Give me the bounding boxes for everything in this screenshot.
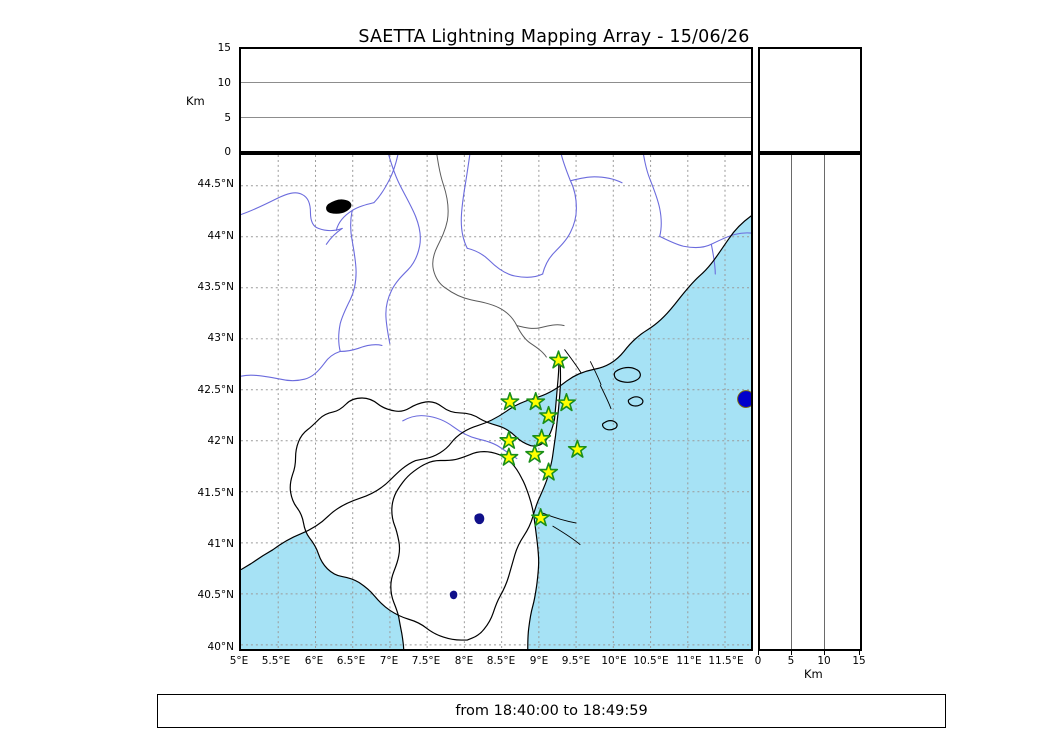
right-panel-tickmark-10 bbox=[824, 651, 825, 655]
page-title-text: SAETTA Lightning Mapping Array - 15/06/2… bbox=[358, 27, 750, 47]
top-panel-gridline-10 bbox=[241, 82, 751, 83]
map-xtick-6.5E: 6.5°E bbox=[336, 655, 366, 667]
top-panel-ytick-0: 0 bbox=[224, 146, 231, 158]
station-marker bbox=[499, 447, 519, 466]
right-panel-tickmark-15 bbox=[859, 651, 860, 655]
top-panel-ytick-5: 5 bbox=[224, 112, 231, 124]
station-marker bbox=[532, 428, 552, 447]
top-panel-ytick-15: 15 bbox=[217, 42, 231, 54]
map-ytick-40N: 40°N bbox=[207, 641, 234, 653]
lightning-map-panel[interactable] bbox=[239, 153, 753, 651]
station-marker bbox=[525, 444, 545, 463]
map-xtick-10E: 10°E bbox=[601, 655, 627, 667]
map-xtick-7E: 7°E bbox=[379, 655, 399, 667]
map-ytick-41N: 41°N bbox=[207, 538, 234, 550]
altitude-histogram-corner-panel bbox=[758, 47, 862, 153]
station-marker bbox=[500, 391, 520, 411]
rivers bbox=[241, 155, 751, 460]
right-panel-xtick-0: 0 bbox=[754, 655, 762, 667]
lakes bbox=[449, 513, 485, 600]
right-panel-tickmark-0 bbox=[758, 651, 759, 655]
time-range-caption-box: from 18:40:00 to 18:49:59 bbox=[157, 694, 946, 728]
map-xtick-8.5E: 8.5°E bbox=[486, 655, 516, 667]
vhf-source-markers bbox=[737, 390, 751, 408]
map-xtick-8E: 8°E bbox=[454, 655, 474, 667]
station-marker bbox=[567, 439, 587, 458]
station-marker bbox=[539, 405, 559, 425]
top-panel-ytick-10: 10 bbox=[217, 77, 231, 89]
top-panel-gridline-5 bbox=[241, 117, 751, 118]
page-title: SAETTA Lightning Mapping Array - 15/06/2… bbox=[0, 27, 1050, 47]
map-xtick-5.5E: 5.5°E bbox=[261, 655, 291, 667]
right-panel-gridline-5 bbox=[791, 155, 792, 649]
source-marker bbox=[737, 390, 751, 408]
station-marker bbox=[539, 462, 559, 481]
station-marker bbox=[548, 350, 569, 369]
station-marker bbox=[531, 508, 551, 527]
map-ytick-44N: 44°N bbox=[207, 230, 234, 242]
right-panel-gridline-10 bbox=[824, 155, 825, 649]
map-xtick-9E: 9°E bbox=[529, 655, 549, 667]
altitude-vs-longitude-panel bbox=[239, 47, 753, 153]
right-panel-axis-label-km: Km bbox=[804, 667, 823, 681]
time-range-caption-text: from 18:40:00 to 18:49:59 bbox=[455, 703, 648, 719]
map-xtick-11.5E: 11.5°E bbox=[708, 655, 744, 667]
latitude-vs-altitude-panel bbox=[758, 153, 862, 651]
map-xtick-10.5E: 10.5°E bbox=[633, 655, 669, 667]
right-panel-xtick-10: 10 bbox=[817, 655, 831, 667]
station-marker bbox=[526, 391, 546, 411]
station-marker bbox=[499, 430, 519, 449]
map-graphic bbox=[241, 155, 751, 649]
landmass-sardinia bbox=[390, 451, 539, 649]
map-gridlines bbox=[241, 155, 751, 649]
administrative-borders bbox=[432, 155, 565, 358]
map-ytick-44.5N: 44.5°N bbox=[197, 178, 234, 190]
map-ytick-41.5N: 41.5°N bbox=[197, 487, 234, 499]
map-xtick-9.5E: 9.5°E bbox=[561, 655, 591, 667]
map-ytick-43N: 43°N bbox=[207, 332, 234, 344]
map-xtick-5E: 5°E bbox=[229, 655, 249, 667]
map-ytick-42N: 42°N bbox=[207, 435, 234, 447]
map-ytick-42.5N: 42.5°N bbox=[197, 384, 234, 396]
top-panel-axis-label-km: Km bbox=[186, 94, 205, 108]
right-panel-xtick-15: 15 bbox=[852, 655, 866, 667]
right-panel-xtick-5: 5 bbox=[787, 655, 795, 667]
map-ytick-43.5N: 43.5°N bbox=[197, 281, 234, 293]
station-marker bbox=[556, 392, 576, 412]
lma-stations bbox=[499, 350, 587, 527]
map-xtick-11E: 11°E bbox=[676, 655, 702, 667]
map-ytick-40.5N: 40.5°N bbox=[197, 589, 234, 601]
map-xtick-7.5E: 7.5°E bbox=[411, 655, 441, 667]
right-panel-tickmark-5 bbox=[791, 651, 792, 655]
map-xtick-6E: 6°E bbox=[304, 655, 324, 667]
